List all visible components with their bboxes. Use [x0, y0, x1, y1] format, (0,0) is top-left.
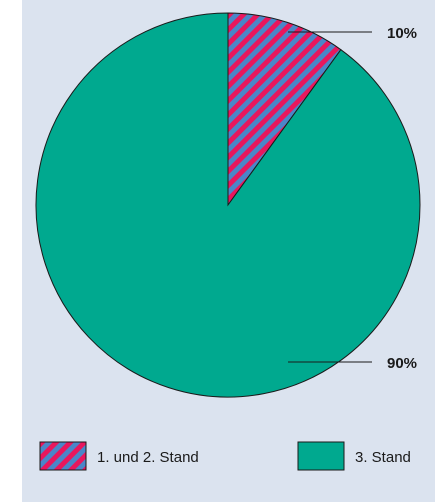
pie-slice-2 — [35, 12, 421, 398]
legend-swatch-1 — [39, 441, 87, 471]
data-label-1: 10% — [387, 25, 417, 42]
data-label-2: 90% — [387, 355, 417, 372]
legend-label-1: 1. und 2. Stand — [97, 449, 199, 466]
legend-label-2: 3. Stand — [355, 449, 411, 466]
legend-swatch-2 — [297, 441, 345, 471]
legend: 1. und 2. Stand 3. Stand — [39, 441, 411, 471]
pie-slice-1 — [227, 12, 342, 207]
